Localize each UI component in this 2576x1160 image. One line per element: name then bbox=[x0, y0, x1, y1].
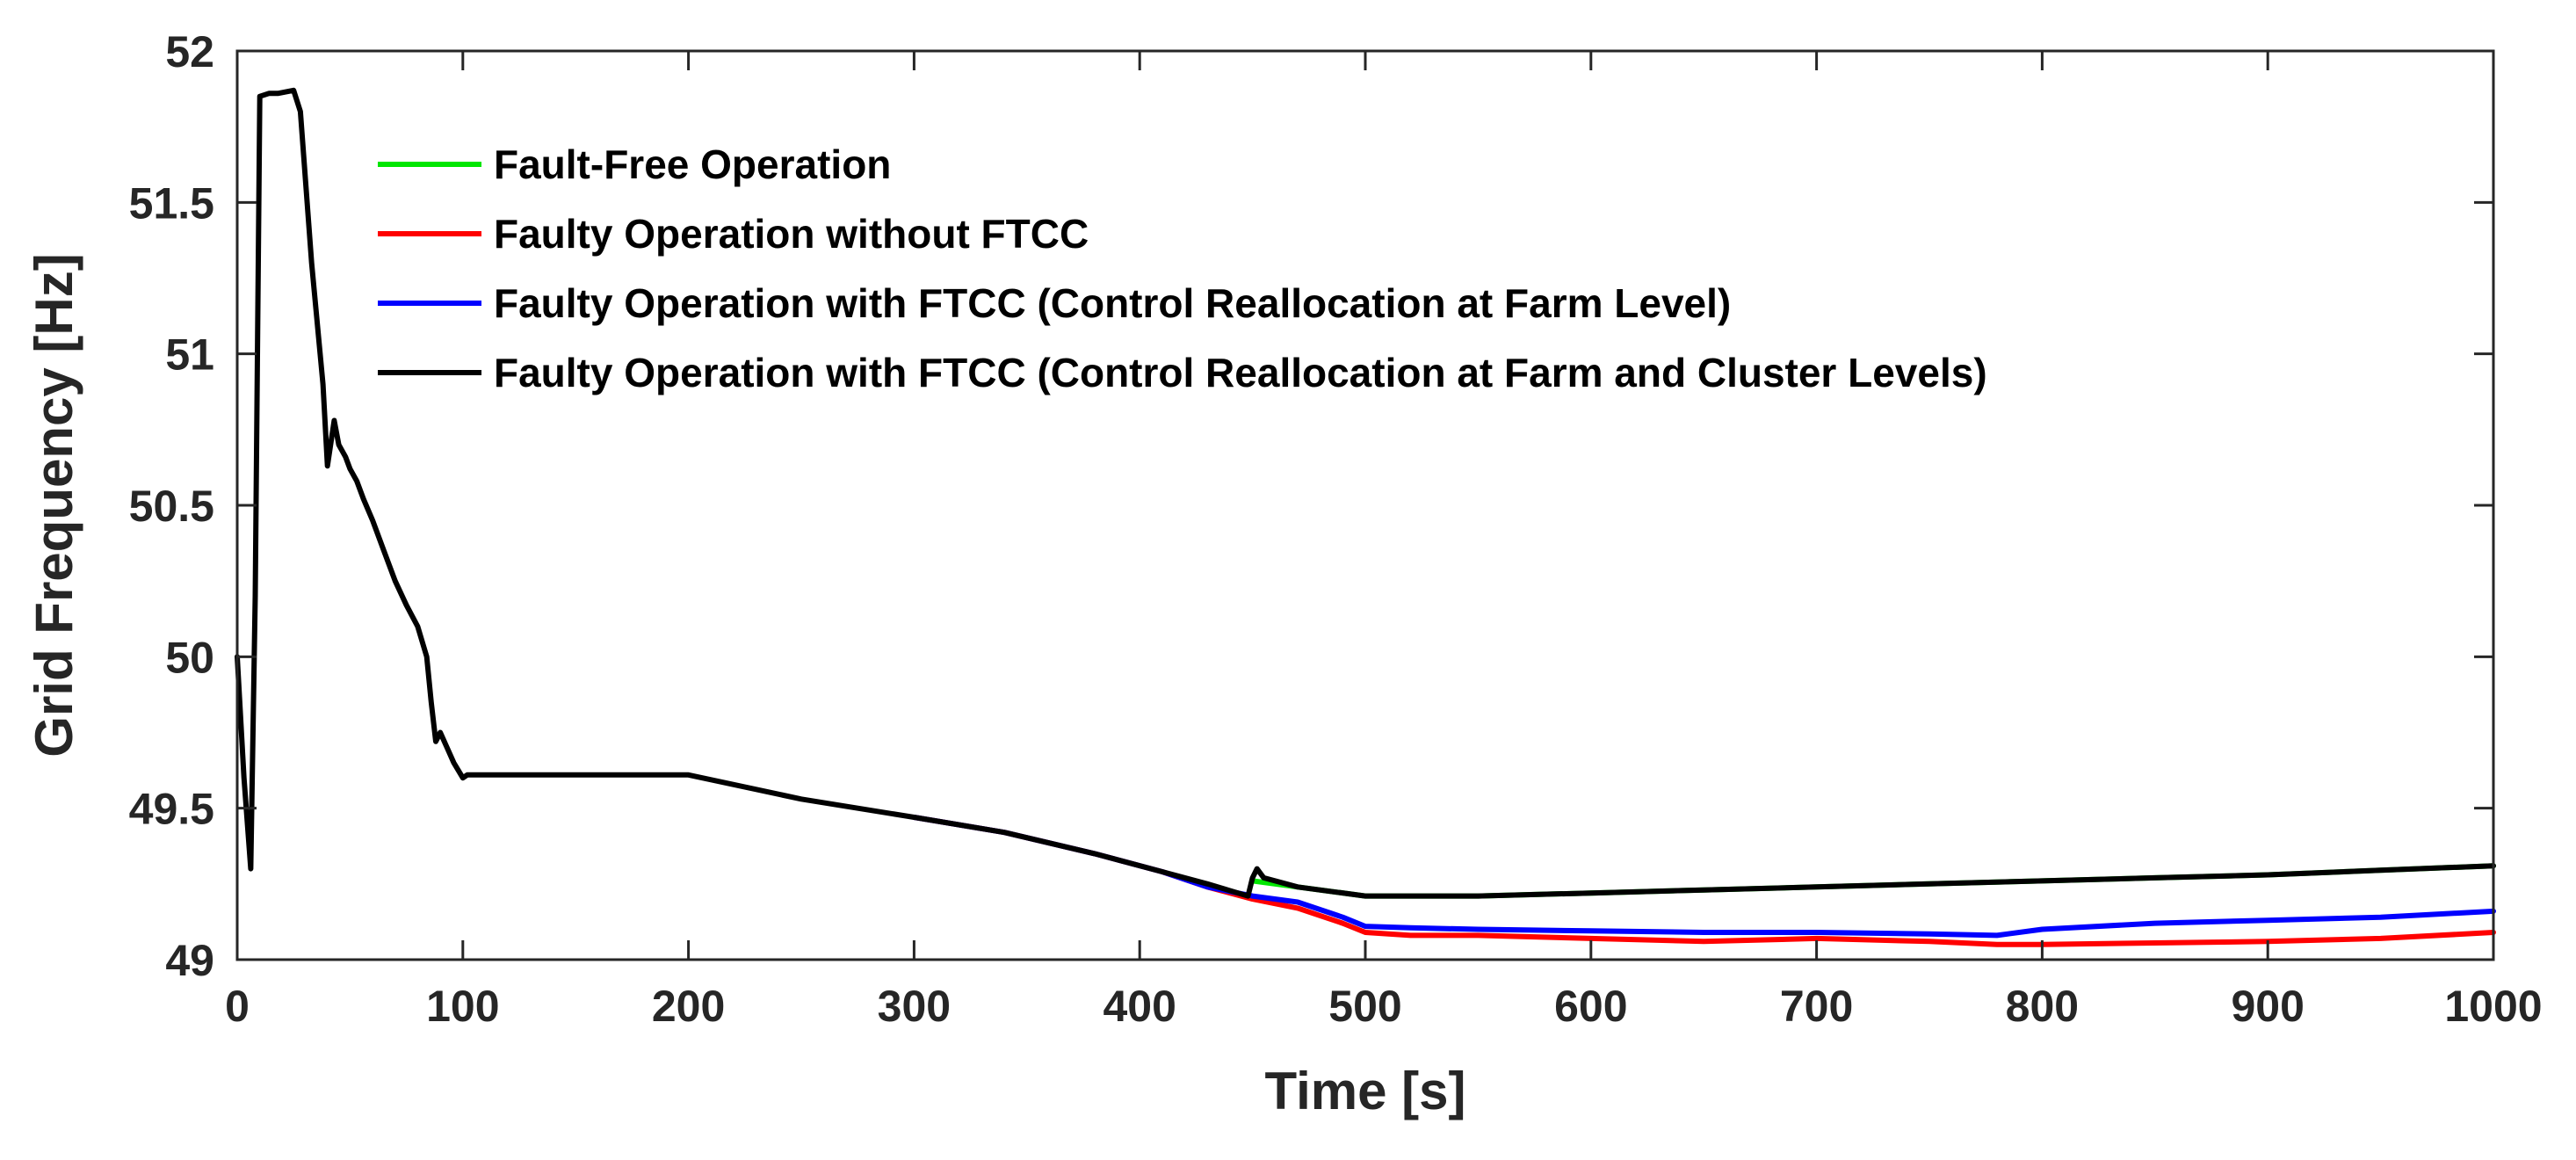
legend-label-4: Faulty Operation with FTCC (Control Real… bbox=[494, 350, 1987, 395]
y-tick-label: 50.5 bbox=[129, 482, 214, 531]
y-tick-label: 52 bbox=[165, 27, 214, 76]
legend-label-1: Fault-Free Operation bbox=[494, 141, 891, 187]
y-tick-label: 49 bbox=[165, 936, 214, 985]
x-tick-label: 0 bbox=[225, 982, 250, 1031]
y-tick-label: 49.5 bbox=[129, 785, 214, 834]
y-tick-label: 51.5 bbox=[129, 178, 214, 228]
x-tick-label: 100 bbox=[426, 982, 499, 1031]
x-tick-label: 200 bbox=[652, 982, 725, 1031]
x-axis-label: Time [s] bbox=[1265, 1062, 1466, 1120]
x-tick-label: 900 bbox=[2231, 982, 2304, 1031]
series-line-4 bbox=[235, 87, 2496, 899]
x-tick-label: 300 bbox=[878, 982, 951, 1031]
axis-tick-labels: 0 100 200 300 400 500 600 700 800 900 1000 49 49.5 50… bbox=[129, 27, 2543, 1031]
x-tick-label: 1000 bbox=[2444, 982, 2542, 1031]
y-tick-label: 51 bbox=[165, 330, 214, 380]
series-layer bbox=[235, 87, 2496, 947]
y-tick-label: 50 bbox=[165, 633, 214, 682]
axis-ticks bbox=[235, 49, 2495, 961]
y-axis-label: Grid Frequency [Hz] bbox=[25, 253, 83, 757]
x-tick-label: 800 bbox=[2006, 982, 2079, 1031]
legend: Fault-Free Operation Faulty Operation wit… bbox=[378, 141, 1987, 395]
x-tick-label: 700 bbox=[1780, 982, 1853, 1031]
legend-label-3: Faulty Operation with FTCC (Control Real… bbox=[494, 280, 1731, 326]
legend-label-2: Faulty Operation without FTCC bbox=[494, 211, 1089, 257]
x-tick-label: 600 bbox=[1554, 982, 1627, 1031]
x-tick-label: 400 bbox=[1103, 982, 1176, 1031]
x-tick-label: 500 bbox=[1328, 982, 1401, 1031]
